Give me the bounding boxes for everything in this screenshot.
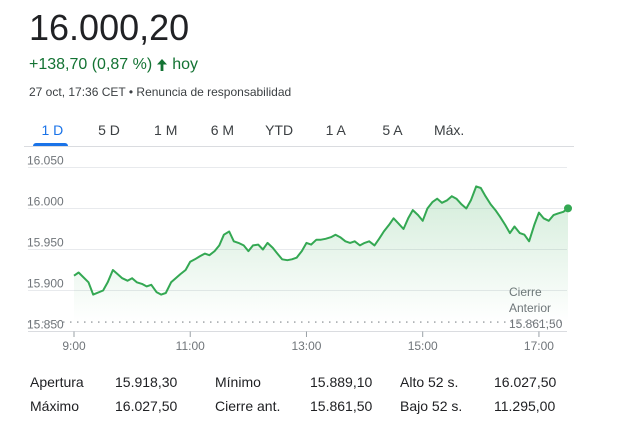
stat-label: Apertura (30, 374, 84, 390)
y-tick-label: 15.850 (27, 318, 64, 332)
stat-label: Cierre ant. (215, 398, 281, 414)
y-tick-label: 16.050 (27, 154, 64, 168)
tab-1-m[interactable]: 1 M (154, 122, 178, 138)
tab-5-a[interactable]: 5 A (382, 122, 403, 138)
stat-value: 16.027,50 (494, 374, 557, 390)
x-tick-label: 17:00 (524, 339, 554, 353)
timestamp: 27 oct, 17:36 CET (29, 85, 126, 99)
x-tick-label: 11:00 (176, 339, 205, 353)
arrow-up-icon (156, 58, 168, 72)
tabs-divider (24, 146, 574, 147)
y-tick-label: 16.000 (27, 195, 64, 209)
time-range-tabs: 1 D 5 D 1 M 6 M YTD 1 A 5 A Máx. (24, 118, 478, 146)
tab-1-d[interactable]: 1 D (24, 118, 81, 146)
tab-1-a[interactable]: 1 A (325, 122, 346, 138)
price-chart[interactable]: 16.050 16.000 15.950 15.900 15.850 9:00 11:00 1… (0, 150, 620, 360)
series-line (73, 185, 569, 296)
price-change: +138,70 (0,87 %) hoy (29, 55, 198, 75)
meta-separator: • (128, 85, 134, 99)
stat-value: 15.889,10 (310, 374, 373, 390)
current-price: 16.000,20 (29, 7, 190, 48)
current-point-marker (564, 204, 572, 213)
stat-value: 15.861,50 (310, 398, 373, 414)
tab-m-x[interactable]: Máx. (433, 122, 465, 138)
tab-5-d[interactable]: 5 D (98, 122, 120, 138)
y-tick-label: 15.900 (27, 277, 64, 291)
x-tick-label: 13:00 (291, 339, 321, 353)
y-tick-label: 15.950 (27, 236, 64, 250)
stat-value: 15.918,30 (115, 374, 178, 390)
change-value: +138,70 (0,87 %) (29, 56, 153, 73)
x-tick-label: 9:00 (62, 339, 86, 353)
disclaimer-link[interactable]: Renuncia de responsabilidad (136, 85, 292, 99)
tab-ytd[interactable]: YTD (265, 122, 294, 138)
stat-label: Mínimo (215, 374, 261, 390)
tab-6-m[interactable]: 6 M (210, 122, 235, 138)
stat-label: Alto 52 s. (400, 374, 459, 390)
change-period: hoy (172, 56, 198, 73)
quote-meta: 27 oct, 17:36 CET • Renuncia de responsa… (29, 84, 291, 100)
stat-value: 16.027,50 (115, 398, 178, 414)
stat-label: Bajo 52 s. (400, 398, 463, 414)
stat-value: 11.295,00 (494, 398, 556, 414)
series-area (74, 186, 568, 323)
x-tick-label: 15:00 (408, 339, 438, 353)
stat-label: Máximo (30, 398, 80, 414)
